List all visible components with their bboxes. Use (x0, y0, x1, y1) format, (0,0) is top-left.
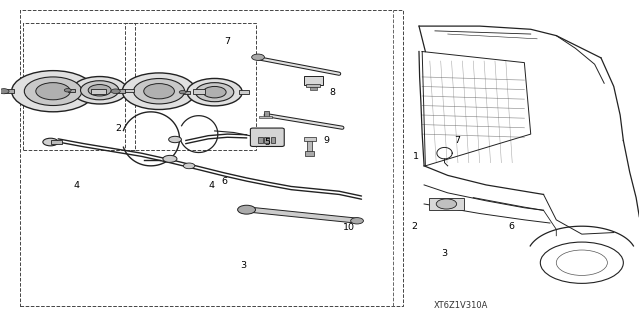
Bar (182, 91, 189, 93)
Bar (305, 151, 314, 156)
Circle shape (72, 77, 127, 104)
Circle shape (43, 138, 58, 146)
Circle shape (64, 89, 71, 92)
Bar (271, 137, 275, 143)
Bar (304, 76, 323, 85)
Circle shape (436, 199, 457, 209)
Text: 8: 8 (330, 88, 336, 97)
FancyBboxPatch shape (250, 128, 284, 146)
Circle shape (203, 86, 226, 98)
Bar (264, 111, 269, 117)
Bar (193, 89, 205, 93)
Text: 6: 6 (221, 177, 227, 186)
Bar (264, 137, 269, 143)
Text: 6: 6 (509, 222, 515, 231)
Text: 9: 9 (323, 136, 330, 145)
Circle shape (134, 78, 184, 104)
Circle shape (179, 91, 186, 94)
Text: 7: 7 (225, 37, 230, 46)
Circle shape (81, 81, 119, 100)
Circle shape (111, 89, 120, 93)
Text: 4: 4 (73, 181, 79, 190)
Circle shape (169, 136, 181, 143)
Bar (51, 140, 62, 144)
Text: 10: 10 (343, 223, 355, 232)
Bar (68, 89, 75, 92)
Text: 3: 3 (442, 249, 447, 258)
Circle shape (24, 77, 82, 106)
Text: XT6Z1V310A: XT6Z1V310A (433, 301, 488, 310)
Circle shape (351, 218, 364, 224)
Bar (124, 89, 134, 92)
Polygon shape (246, 207, 358, 223)
Text: 5: 5 (264, 137, 271, 146)
Bar (429, 197, 465, 210)
Bar (239, 91, 248, 94)
Bar (310, 87, 317, 90)
Bar (125, 23, 256, 150)
Circle shape (237, 205, 255, 214)
Circle shape (122, 73, 196, 109)
Bar (307, 140, 312, 152)
Circle shape (144, 84, 174, 99)
Text: 2: 2 (115, 124, 121, 133)
Circle shape (0, 89, 9, 94)
Text: 7: 7 (454, 136, 460, 145)
Bar (306, 84, 320, 87)
Bar (4, 89, 14, 93)
Circle shape (163, 155, 177, 162)
Text: 3: 3 (240, 261, 246, 271)
Bar (258, 137, 262, 143)
Bar (23, 23, 135, 150)
Circle shape (12, 70, 95, 112)
Circle shape (88, 85, 111, 96)
Text: 1: 1 (413, 152, 419, 161)
Text: 4: 4 (209, 181, 214, 190)
Bar (20, 10, 403, 306)
Bar (304, 137, 316, 141)
Circle shape (36, 83, 70, 100)
Circle shape (195, 83, 234, 102)
Bar (259, 116, 272, 118)
Text: 2: 2 (411, 222, 417, 231)
Circle shape (183, 163, 195, 169)
Circle shape (187, 78, 242, 106)
Bar (116, 89, 125, 93)
Bar (92, 89, 106, 94)
Circle shape (252, 54, 264, 60)
